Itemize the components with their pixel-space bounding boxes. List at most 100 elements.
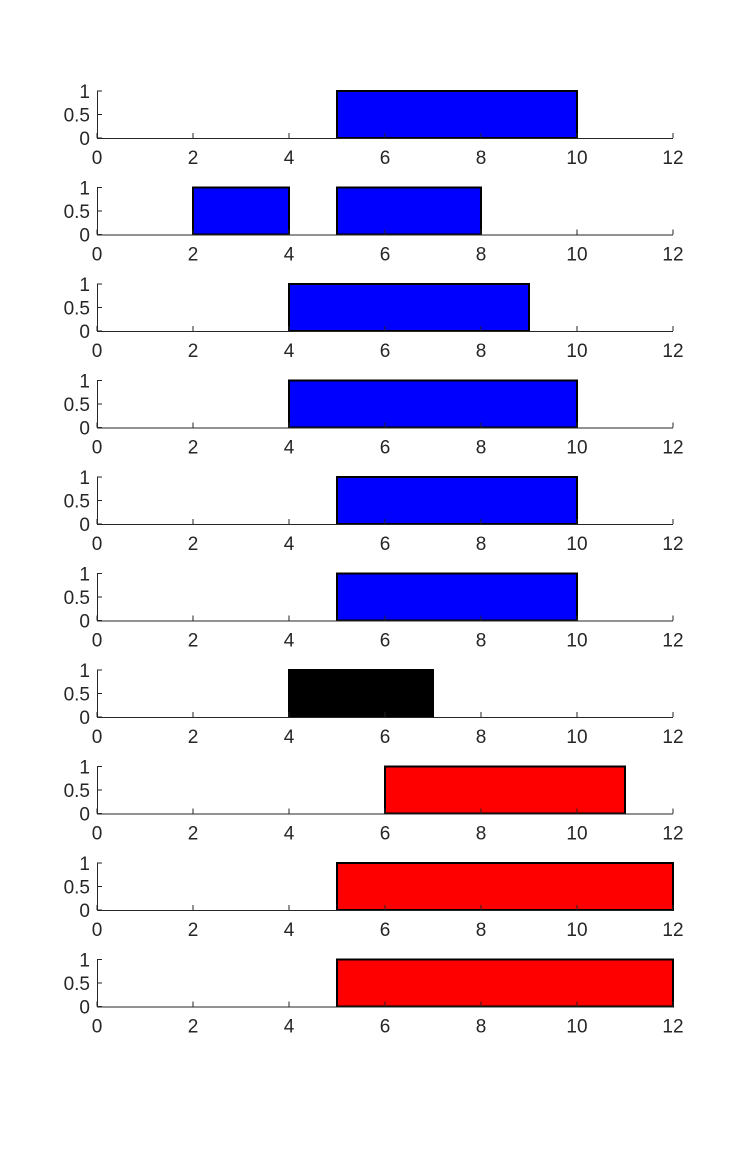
x-tick-label: 12 <box>662 920 683 941</box>
y-tick-label: 0 <box>79 901 90 922</box>
y-tick-label: 0 <box>79 805 90 826</box>
bar-2-2 <box>336 186 482 236</box>
x-tick-label: 4 <box>284 341 295 362</box>
x-tick-label: 4 <box>284 920 295 941</box>
x-tick-label: 10 <box>566 341 587 362</box>
x-tick-label: 10 <box>566 534 587 555</box>
y-tick-label: 0.5 <box>64 685 90 706</box>
x-tick-label: 8 <box>476 631 487 652</box>
y-tick-label: 0.5 <box>64 974 90 995</box>
x-tick-label: 8 <box>476 1017 487 1038</box>
x-tick-label: 2 <box>188 341 199 362</box>
x-tick-label: 12 <box>662 245 683 266</box>
subplot-5: 0 2 4 6 8 10 12 00.5 1 <box>64 468 684 555</box>
x-tick-label: 8 <box>476 920 487 941</box>
x-tick-label: 4 <box>284 148 295 169</box>
x-tick-label: 4 <box>284 824 295 845</box>
x-tick-label: 6 <box>380 341 391 362</box>
x-tick-label: 0 <box>92 534 103 555</box>
x-tick-label: 0 <box>92 920 103 941</box>
bar-4-1 <box>288 379 578 429</box>
x-tick-label: 6 <box>380 1017 391 1038</box>
x-tick-label: 4 <box>284 1017 295 1038</box>
x-tick-label: 8 <box>476 341 487 362</box>
x-tick-label: 4 <box>284 438 295 459</box>
x-tick-label: 2 <box>188 534 199 555</box>
subplot-10: 0 2 4 6 8 10 12 0 0.51 <box>64 951 684 1038</box>
y-tick-label: 0 <box>79 708 90 729</box>
x-tick-label: 10 <box>566 438 587 459</box>
bar-2-1 <box>192 186 290 236</box>
bar-9-1 <box>336 862 674 911</box>
x-tick-label: 8 <box>476 148 487 169</box>
y-tick-label: 0.5 <box>64 878 90 899</box>
subplot-1: 0 2 4 6 8 10 12 00.5 1 <box>64 82 684 169</box>
x-tick-label: 2 <box>188 245 199 266</box>
x-tick-label: 12 <box>662 534 683 555</box>
x-tick-label: 4 <box>284 727 295 748</box>
x-tick-label: 8 <box>476 438 487 459</box>
x-tick-label: 4 <box>284 245 295 266</box>
x-tick-label: 6 <box>380 920 391 941</box>
x-tick-label: 6 <box>380 727 391 748</box>
bar-10-1 <box>336 958 674 1008</box>
y-tick-label: 1 <box>79 372 90 393</box>
y-tick-label: 0.5 <box>64 395 90 416</box>
x-tick-label: 12 <box>662 1017 683 1038</box>
subplot-7: 0 2 4 6 8 10 12 00.5 1 <box>64 661 684 748</box>
x-tick-label: 2 <box>188 824 199 845</box>
x-tick-label: 0 <box>92 245 103 266</box>
y-tick-label: 1 <box>79 758 90 779</box>
y-tick-label: 1 <box>79 661 90 682</box>
x-tick-label: 6 <box>380 631 391 652</box>
y-tick-label: 1 <box>79 565 90 586</box>
x-tick-label: 0 <box>92 727 103 748</box>
y-tick-label: 0.5 <box>64 492 90 513</box>
x-tick-label: 0 <box>92 341 103 362</box>
bar-6-1 <box>336 572 578 622</box>
y-tick-label: 0 <box>79 998 90 1019</box>
x-tick-label: 8 <box>476 534 487 555</box>
y-tick-label: 0.5 <box>64 588 90 609</box>
y-tick-label: 0 <box>79 419 90 440</box>
x-tick-label: 0 <box>92 1017 103 1038</box>
x-tick-label: 2 <box>188 920 199 941</box>
x-tick-label: 12 <box>662 727 683 748</box>
y-tick-label: 0 <box>79 322 90 343</box>
x-tick-label: 6 <box>380 824 391 845</box>
subplot-8: 0 2 4 6 8 10 12 0 0.51 <box>64 758 684 845</box>
y-tick-label: 0 <box>79 612 90 633</box>
x-tick-label: 8 <box>476 245 487 266</box>
x-tick-label: 2 <box>188 631 199 652</box>
x-tick-label: 8 <box>476 824 487 845</box>
x-tick-label: 10 <box>566 631 587 652</box>
x-tick-label: 12 <box>662 438 683 459</box>
y-tick-label: 1 <box>79 275 90 296</box>
y-tick-label: 0.5 <box>64 781 90 802</box>
y-tick-label: 0 <box>79 129 90 150</box>
y-tick-label: 0.5 <box>64 106 90 127</box>
y-tick-label: 1 <box>79 179 90 200</box>
bar-7-1 <box>288 669 434 718</box>
bar-3-1 <box>288 283 530 332</box>
x-tick-label: 4 <box>284 534 295 555</box>
x-tick-label: 0 <box>92 824 103 845</box>
x-tick-label: 6 <box>380 438 391 459</box>
y-tick-label: 1 <box>79 82 90 103</box>
y-tick-label: 0.5 <box>64 202 90 223</box>
subplot-4: 0 2 4 6 8 10 12 0 0.51 <box>64 372 684 459</box>
x-tick-label: 6 <box>380 534 391 555</box>
x-tick-label: 10 <box>566 727 587 748</box>
x-tick-label: 2 <box>188 1017 199 1038</box>
x-tick-label: 2 <box>188 148 199 169</box>
x-tick-label: 0 <box>92 631 103 652</box>
x-tick-label: 10 <box>566 824 587 845</box>
y-tick-label: 1 <box>79 468 90 489</box>
x-tick-label: 10 <box>566 245 587 266</box>
x-tick-label: 12 <box>662 631 683 652</box>
x-tick-label: 4 <box>284 631 295 652</box>
x-tick-label: 8 <box>476 727 487 748</box>
x-tick-label: 0 <box>92 148 103 169</box>
